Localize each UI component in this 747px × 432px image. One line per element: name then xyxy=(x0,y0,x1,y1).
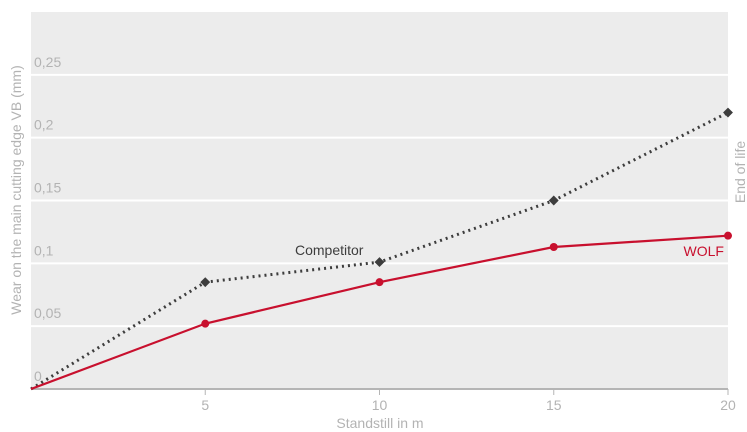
x-axis-title: Standstill in m xyxy=(336,415,423,431)
data-point xyxy=(201,319,210,328)
series-competitor xyxy=(30,107,733,391)
y-tick-label: 0 xyxy=(34,368,42,384)
competitor-label: Competitor xyxy=(295,242,364,258)
x-tick-label: 5 xyxy=(201,397,209,413)
y-tick-label: 0,05 xyxy=(34,305,61,321)
data-point xyxy=(548,195,559,206)
data-point xyxy=(549,242,558,251)
series-wolf xyxy=(30,231,732,391)
y-tick-label: 0,25 xyxy=(34,54,61,70)
data-point xyxy=(723,107,733,118)
wolf-label: WOLF xyxy=(684,243,724,259)
series-layer: Competitor WOLF xyxy=(30,107,733,391)
x-tick-label: 20 xyxy=(720,397,736,413)
y-tick-label: 0,2 xyxy=(34,117,54,133)
y-tick-label: 0,15 xyxy=(34,180,61,196)
x-tick-labels: 5 10 15 20 xyxy=(201,389,736,413)
end-of-life-label: End of life xyxy=(732,141,747,203)
data-point xyxy=(200,277,211,288)
y-tick-label: 0,1 xyxy=(34,242,54,258)
data-point xyxy=(724,231,732,240)
y-tick-labels: 0 0,05 0,1 0,15 0,2 0,25 xyxy=(34,54,61,384)
x-tick-label: 15 xyxy=(546,397,562,413)
x-tick-label: 10 xyxy=(372,397,388,413)
data-point xyxy=(374,257,385,268)
data-point xyxy=(375,278,384,287)
y-axis-title: Wear on the main cutting edge VB (mm) xyxy=(8,65,24,315)
